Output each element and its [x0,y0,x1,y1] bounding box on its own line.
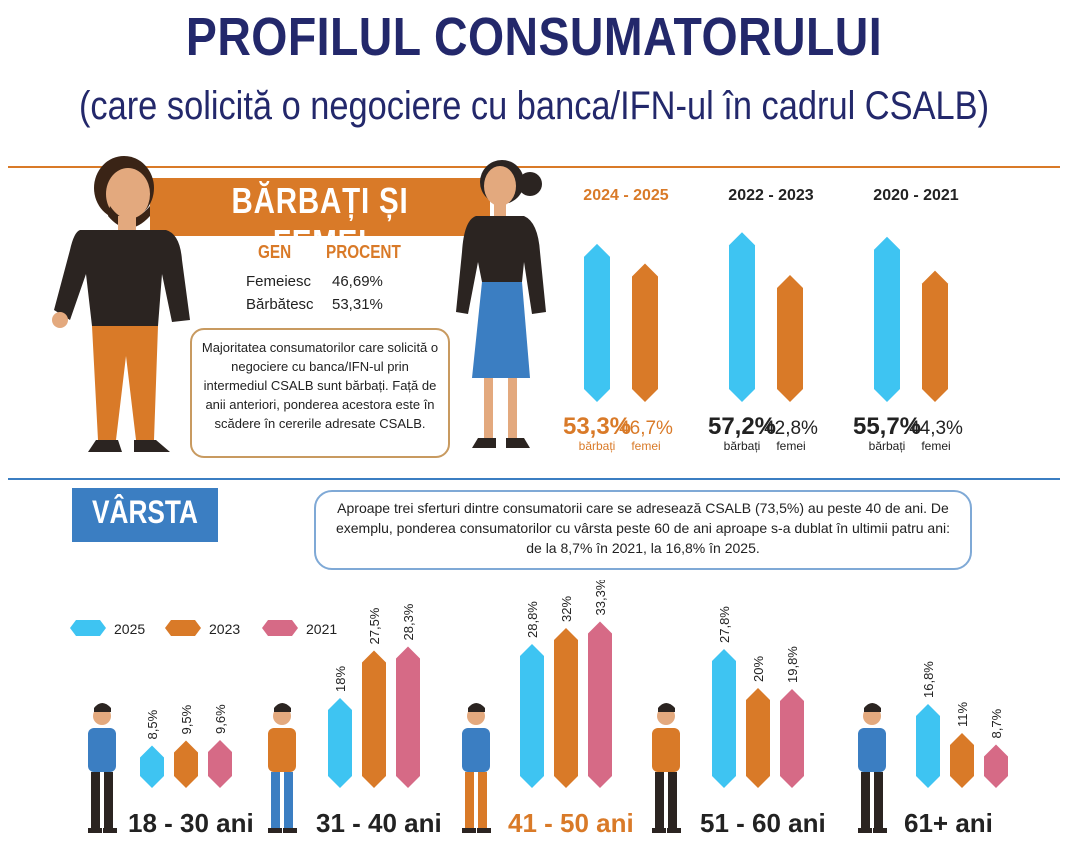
age-bar-value: 28,3% [401,603,416,640]
age-category-label: 18 - 30 ani [128,808,254,838]
table-header-procent: PROCENT [326,242,401,262]
table-row-barbatesc-gen: Bărbătesc [246,296,314,313]
person-illustration [858,703,887,833]
age-bar-2023 [950,733,974,788]
age-bar-value: 19,8% [785,646,800,683]
age-bar-value: 16,8% [921,661,936,698]
age-banner-text: VÂRSTA [92,494,198,530]
age-category-label: 61+ ani [904,808,993,838]
gender-year-label: 2020 - 2021 [873,187,959,204]
gender-female-label: femei [776,439,805,453]
age-bar-value: 28,8% [525,601,540,638]
age-bar-2023 [174,740,198,788]
gender-male-value: 53,3% [563,413,631,440]
age-bar-2023 [554,628,578,788]
person-illustration [88,703,117,833]
age-bar-2023 [362,650,386,788]
age-bar-value: 9,6% [213,704,228,734]
gender-bar-male [874,236,900,402]
age-note-box: Aproape trei sferturi dintre consumatori… [314,490,972,570]
gender-bar-female [777,275,803,402]
legend-swatch [70,620,106,636]
age-bar-value: 9,5% [179,704,194,734]
age-bar-value: 18% [333,666,348,692]
age-bar-value: 27,8% [717,606,732,643]
divider-middle [8,478,1060,480]
age-bar-value: 8,7% [989,708,1004,738]
legend-swatch [262,620,298,636]
age-bar-2025 [328,698,352,788]
gender-banner-text: BĂRBAȚI ȘI FEMEI [231,180,409,263]
page-title: PROFILUL CONSUMATORULUI [185,7,883,67]
gender-male-value: 55,7% [853,413,921,440]
gender-female-label: femei [921,439,950,453]
age-category-label: 51 - 60 ani [700,808,826,838]
legend-label: 2021 [306,621,337,637]
table-row-femeiesc-gen: Femeiesc [246,273,312,290]
gender-female-value: 42,8% [764,418,818,439]
age-bar-2021 [588,621,612,788]
age-bar-value: 32% [559,596,574,622]
gender-bar-female [922,270,948,402]
age-bar-value: 20% [751,656,766,682]
age-bar-value: 8,5% [145,709,160,739]
legend-swatch [165,620,201,636]
age-bar-2025 [520,644,544,788]
age-bar-value: 27,5% [367,607,382,644]
person-illustration [462,703,491,833]
age-bar-2021 [396,646,420,788]
age-category-label: 41 - 50 ani [508,808,634,838]
gender-year-label: 2022 - 2023 [728,187,814,204]
man-illustration [52,156,190,452]
age-chart: 2025 2023 2021 8,5% 9,5% 9,6% 18 - 30 ani 18% 27… [70,580,1008,838]
table-row-barbatesc-procent: 53,31% [332,296,383,313]
gender-male-label: bărbați [869,439,906,453]
gender-female-value: 44,3% [909,418,963,439]
age-bar-2021 [984,744,1008,788]
gender-year-label: 2024 - 2025 [583,187,669,204]
age-category-label: 31 - 40 ani [316,808,442,838]
age-bar-2025 [140,745,164,788]
age-bar-2023 [746,688,770,788]
gender-male-value: 57,2% [708,413,776,440]
person-illustration [268,703,297,833]
age-banner [72,488,218,542]
table-header-gen: GEN [258,242,292,262]
person-illustration [652,703,681,833]
age-bar-2021 [780,689,804,788]
gender-female-value: 46,7% [619,418,673,439]
gender-female-label: femei [631,439,660,453]
age-bar-value: 11% [955,702,970,727]
gender-male-label: bărbați [724,439,761,453]
age-bar-value: 33,3% [593,580,608,616]
legend-label: 2023 [209,621,240,637]
page-subtitle: (care solicită o negociere cu banca/IFN-… [78,84,990,128]
legend-label: 2025 [114,621,145,637]
gender-bar-male [584,243,610,402]
gender-bar-female [632,263,658,402]
woman-illustration [456,160,546,448]
divider-top [8,166,1060,168]
gender-note-box: Majoritatea consumatorilor care solicită… [190,328,450,458]
table-row-femeiesc-procent: 46,69% [332,273,383,290]
age-bar-2025 [712,649,736,788]
gender-bar-male [729,232,755,402]
gender-banner [150,178,490,236]
age-bar-2021 [208,740,232,788]
gender-male-label: bărbați [579,439,616,453]
age-bar-2025 [916,704,940,788]
